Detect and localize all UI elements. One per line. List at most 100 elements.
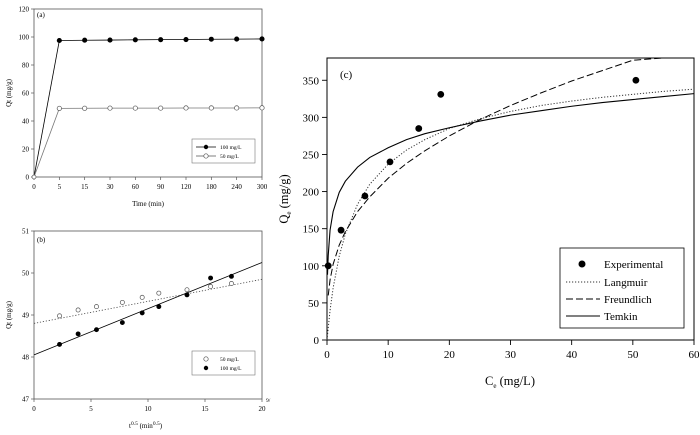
panel-b-data-point [119, 320, 125, 326]
panel-c-x-label: Ce (mg/L) [485, 374, 535, 390]
panel-c-y-tick-label: 250 [303, 149, 320, 161]
panel-c-y-label: Qe (mg/g) [277, 174, 293, 223]
panel-a-legend-frame [191, 138, 256, 164]
panel-c-x-tick-label: 0 [324, 349, 330, 361]
legend-a-label-50: 50 mg/L [220, 154, 239, 160]
panel-b-x-tick-label: 0 [32, 405, 36, 413]
panel-a-data-point [132, 105, 138, 111]
panel-a-origin-point [31, 174, 37, 180]
panel-a-y-tick-label: 40 [22, 118, 30, 126]
panel-b-x-tick-label: 10 [145, 405, 153, 413]
panel-a-data-point [208, 105, 214, 111]
panel-a-data-point [259, 105, 265, 111]
panel-b-data-point [119, 299, 125, 305]
panel-a-y-label: Qt (mg/g) [5, 78, 13, 106]
panel-a-x-tick-label: 300 [257, 183, 268, 191]
panel-c-experimental-point [337, 226, 345, 234]
panel-a-x-tick-label: 120 [181, 183, 192, 191]
panel-c-x-label-rest: (mg/L) [496, 374, 535, 388]
panel-a-x-tick-label: 30 [107, 183, 115, 191]
panel-a-y-tick-label: 60 [22, 90, 30, 98]
panel-a-x-tick-label: 5 [58, 183, 62, 191]
panel-a-x-tick-label: 15 [81, 183, 89, 191]
panel-a-x-tick-label: 60 [132, 183, 140, 191]
panel-a-y-tick-label: 20 [22, 146, 30, 154]
panel-a-x-label: Time (min) [132, 200, 164, 208]
panel-b-y-tick-label: 49 [22, 312, 30, 320]
panel-b-x-label-sup2: 0.5 [153, 421, 160, 427]
panel-a-data-point [234, 36, 240, 42]
panel-a-data-point [158, 105, 164, 111]
panel-b-x-tick-label: 15 [202, 405, 210, 413]
panel-b-data-point [94, 304, 99, 310]
legend-c-label-langmuir: Langmuir [604, 277, 648, 289]
panel-a-data-point [183, 36, 189, 43]
panel-c-y-label-main: Q [277, 215, 291, 224]
panel-b-data-point [184, 292, 190, 298]
panel-b-data-point [156, 290, 162, 296]
panel-b-fit-line-0 [33, 278, 263, 324]
panel-c-experimental-point [632, 76, 640, 84]
panel-c-curve-temkin [326, 93, 695, 275]
panel-b-data-point [208, 283, 214, 289]
panel-a-y-tick-label: 0 [26, 174, 30, 182]
legend-c-label-temkin: Temkin [604, 311, 638, 323]
panel-a-data-point [259, 36, 265, 42]
panel-c-y-tick-label: 100 [303, 261, 320, 273]
panel-b-data-point [228, 281, 234, 286]
panel-c-experimental-point [415, 125, 423, 132]
legend-a-marker-100 [203, 144, 209, 150]
panel-b-x-axis: 0 5 10 15 20 [32, 399, 266, 413]
panel-a-data-point [56, 37, 62, 44]
panel-a-legend: 100 mg/L 50 mg/L [191, 138, 256, 164]
legend-a-label-100: 100 mg/L [220, 145, 242, 151]
panel-b-data-point [57, 341, 62, 347]
panel-b-x-label-main: t [129, 422, 131, 430]
panel-a-x-tick-label: 240 [231, 183, 242, 191]
legend-b-label-50: 50 mg/L [220, 357, 239, 363]
panel-b-data-point [228, 273, 234, 279]
panel-a-label: (a) [37, 11, 45, 19]
panel-c-experimental-point [386, 158, 394, 166]
panel-a-x-axis: 0 5 15 30 60 90 120 180 240 300 [32, 177, 268, 191]
panel-b-fit-line-1 [33, 262, 263, 356]
panel-b-series [33, 262, 263, 356]
panel-c-y-label-rest: (mg/g) [277, 174, 291, 211]
panel-c-x-label-main: C [485, 374, 493, 388]
panel-a-y-tick-label: 100 [19, 34, 30, 42]
legend-b-marker-100 [203, 365, 209, 371]
panel-a-y-tick-label: 80 [22, 62, 30, 70]
panel-b-data-point [94, 327, 99, 333]
panel-a: (a) 0 20 40 60 80 100 120 0 5 15 30 60 90 120 180 240 3… [5, 6, 268, 209]
panel-c-x-tick-label: 60 [689, 349, 700, 361]
panel-a-x-tick-label: 180 [206, 183, 217, 191]
panel-b-data-point [75, 307, 81, 313]
panel-b-data-point [75, 331, 81, 337]
panel-b-x-label-sup1: 0.5 [131, 421, 138, 427]
panel-c-experimental-point [437, 90, 445, 98]
panel-c-curve-langmuir [326, 88, 695, 341]
legend-c-label-experimental: Experimental [604, 259, 663, 271]
panel-a-data-point [208, 36, 214, 42]
panel-a-series-line-1 [33, 107, 263, 178]
panel-c-y-axis: 0 50 100 150 200 250 300 350 [303, 75, 327, 347]
panel-b-x-tick-label: 20 [259, 405, 267, 413]
panel-b-label: (b) [37, 236, 46, 244]
panel-c-label: (c) [340, 69, 353, 81]
panel-b-x-label-end: ) [160, 422, 163, 430]
panel-b-y-tick-label: 50 [22, 270, 30, 278]
panel-b-data-point [139, 294, 145, 300]
legend-c-label-freundlich: Freundlich [604, 294, 652, 306]
panel-c-y-tick-label: 350 [303, 75, 320, 87]
panel-c-curve-freundlich [327, 57, 685, 296]
panel-c-x-axis: 0 10 20 30 40 50 60 [324, 340, 700, 361]
panel-a-x-tick-label: 0 [32, 183, 36, 191]
panel-b-y-axis: 47 48 49 50 51 [22, 228, 34, 404]
legend-c-marker-experimental [578, 260, 586, 268]
panel-a-data-point [234, 105, 240, 111]
panel-a-data-point [158, 37, 164, 43]
panel-c-legend: Experimental Langmuir Freundlich Temkin [559, 247, 685, 329]
panel-a-y-axis: 0 20 40 60 80 100 120 [19, 6, 34, 182]
panel-a-series-line-0 [33, 38, 263, 178]
panel-c-x-tick-label: 10 [383, 349, 395, 361]
